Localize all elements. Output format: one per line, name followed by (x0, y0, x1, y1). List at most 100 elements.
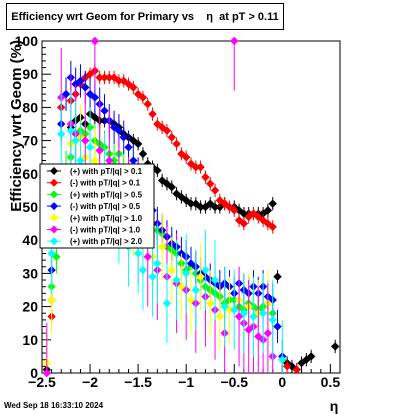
data-point (81, 136, 90, 145)
data-point (157, 176, 167, 185)
data-point (186, 199, 196, 208)
data-point (105, 156, 114, 165)
data-point (201, 265, 210, 275)
data-point (191, 285, 201, 295)
data-point (85, 70, 95, 79)
data-point (138, 149, 148, 159)
data-point (129, 83, 138, 92)
data-point (47, 295, 56, 305)
data-point (133, 139, 143, 149)
y-tick-label: 100 (15, 33, 39, 49)
data-point (85, 89, 95, 99)
data-point (263, 206, 273, 215)
x-tick-label: −2.5 (28, 374, 56, 390)
legend-marker (50, 225, 58, 234)
data-point (206, 179, 215, 188)
data-point (90, 156, 100, 165)
data-point (172, 139, 181, 149)
data-point (157, 242, 167, 252)
data-point (100, 106, 109, 115)
y-tick-label: 40 (22, 232, 38, 248)
data-point (210, 275, 220, 285)
data-point (306, 352, 316, 361)
data-point (273, 322, 282, 331)
data-point (186, 259, 196, 268)
y-tick-label: 50 (22, 199, 38, 215)
y-tick-label: 80 (22, 99, 38, 115)
data-point (249, 312, 258, 321)
data-point (109, 156, 119, 165)
data-point (162, 299, 172, 308)
data-point (210, 202, 220, 212)
data-point (81, 83, 90, 92)
data-point (162, 126, 172, 135)
x-tick-label: −1 (178, 374, 194, 390)
legend-label: (-) with pT/|q| > 0.5 (70, 202, 141, 211)
data-point (282, 362, 292, 371)
legend-marker (50, 178, 58, 187)
data-point (181, 269, 191, 278)
data-point (215, 312, 225, 321)
data-point (129, 156, 138, 165)
timestamp: Wed Sep 18 16:33:10 2024 (4, 401, 104, 410)
data-point (66, 126, 76, 135)
x-tick-label: 0 (278, 374, 286, 390)
data-point (114, 76, 124, 86)
y-tick-label: 60 (22, 166, 38, 182)
data-point (172, 275, 181, 285)
data-point (191, 162, 201, 172)
data-point (42, 368, 52, 378)
data-point (278, 355, 287, 364)
data-point (133, 249, 143, 258)
data-point (220, 302, 229, 311)
data-point (119, 76, 128, 86)
data-point (95, 146, 104, 155)
data-point (268, 199, 277, 208)
data-point (76, 76, 85, 86)
data-point (201, 172, 210, 182)
data-point (263, 328, 273, 338)
data-point (47, 249, 56, 258)
data-point (167, 182, 176, 192)
x-tick-label: −0.5 (220, 374, 248, 390)
legend-label: (-) with pT/|q| > 0.1 (70, 179, 141, 188)
data-point (109, 73, 119, 82)
legend-marker (50, 237, 58, 246)
y-tick-label: 90 (22, 66, 38, 82)
data-point (268, 222, 277, 232)
data-point (258, 309, 268, 318)
data-point (138, 93, 148, 102)
data-point (330, 342, 340, 351)
legend-label: (-) with pT/|q| > 1.0 (70, 226, 141, 235)
chart-title: Efficiency wrt Geom for Primary vs η at … (6, 3, 284, 30)
data-point (71, 136, 80, 145)
data-point (124, 143, 133, 152)
y-tick-label: 70 (22, 133, 38, 149)
x-tick-label: −2 (82, 374, 98, 390)
data-point (85, 143, 95, 152)
legend-marker (50, 213, 58, 222)
data-point (268, 315, 277, 325)
data-point (234, 312, 244, 321)
data-point (234, 216, 244, 225)
legend-marker (50, 167, 58, 175)
data-point (76, 156, 85, 165)
legend-marker (50, 190, 58, 199)
data-point (90, 36, 100, 46)
data-point (196, 162, 205, 172)
data-point (239, 309, 249, 318)
data-point (210, 186, 220, 195)
y-tick-label: 0 (30, 365, 38, 381)
data-point (90, 113, 100, 122)
data-point (292, 365, 301, 374)
data-point (162, 179, 172, 188)
data-point (114, 126, 124, 135)
y-tick-label: 20 (22, 299, 38, 315)
x-axis-label: η (330, 398, 339, 414)
data-point (273, 272, 282, 281)
data-point (105, 73, 114, 82)
data-point (167, 265, 176, 275)
x-tick-label: −1.5 (124, 374, 152, 390)
data-point (186, 295, 196, 305)
